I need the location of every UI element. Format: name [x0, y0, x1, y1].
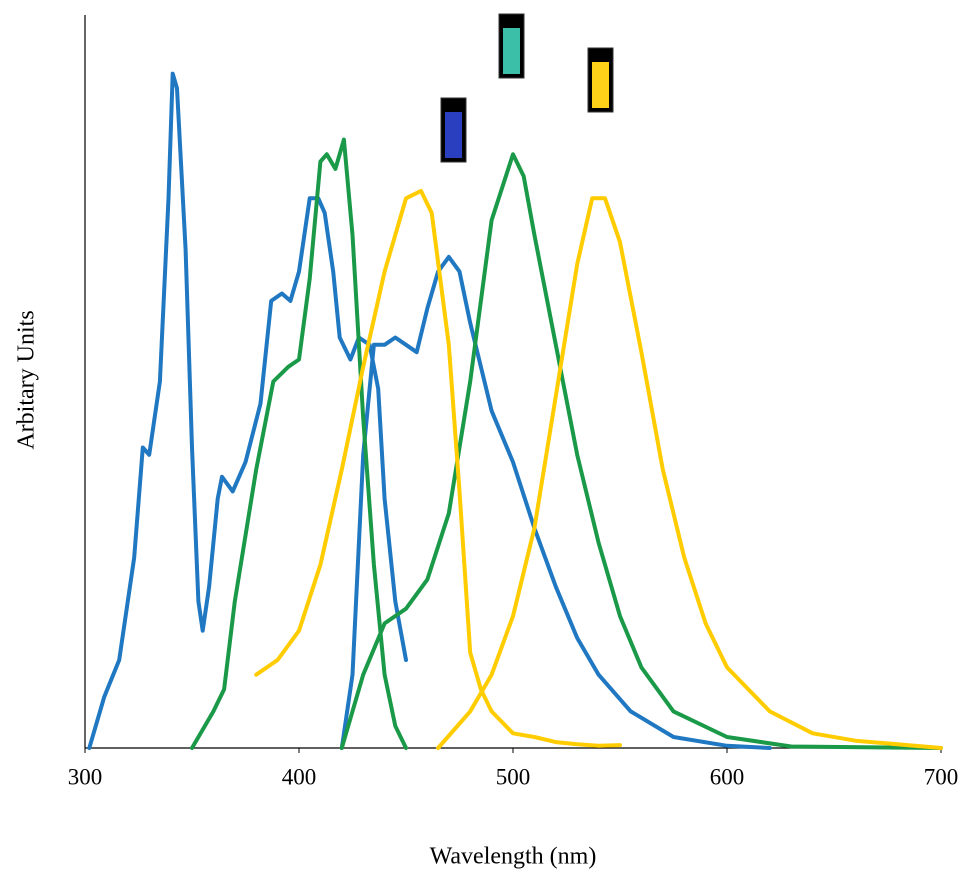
- vial-green-fill: [503, 28, 520, 74]
- spectrum-line: [436, 196, 943, 750]
- x-tick-label: 600: [710, 764, 745, 789]
- x-axis-label: Wavelength (nm): [430, 844, 597, 870]
- vial-icons: [440, 13, 614, 163]
- x-tick-label: 700: [924, 764, 959, 789]
- spectrum-line: [190, 137, 408, 750]
- x-tick-label: 300: [68, 764, 103, 789]
- spectrum-line: [254, 188, 622, 748]
- vial-yellow-fill: [592, 62, 609, 108]
- x-tick-label: 400: [282, 764, 317, 789]
- vial-blue-fill: [445, 112, 462, 158]
- spectrum-line: [339, 152, 943, 750]
- spectrum-line: [87, 71, 408, 750]
- spectrum-line: [339, 254, 772, 750]
- x-tick-label: 500: [496, 764, 531, 789]
- y-axis-label: Arbitary Units: [14, 310, 40, 449]
